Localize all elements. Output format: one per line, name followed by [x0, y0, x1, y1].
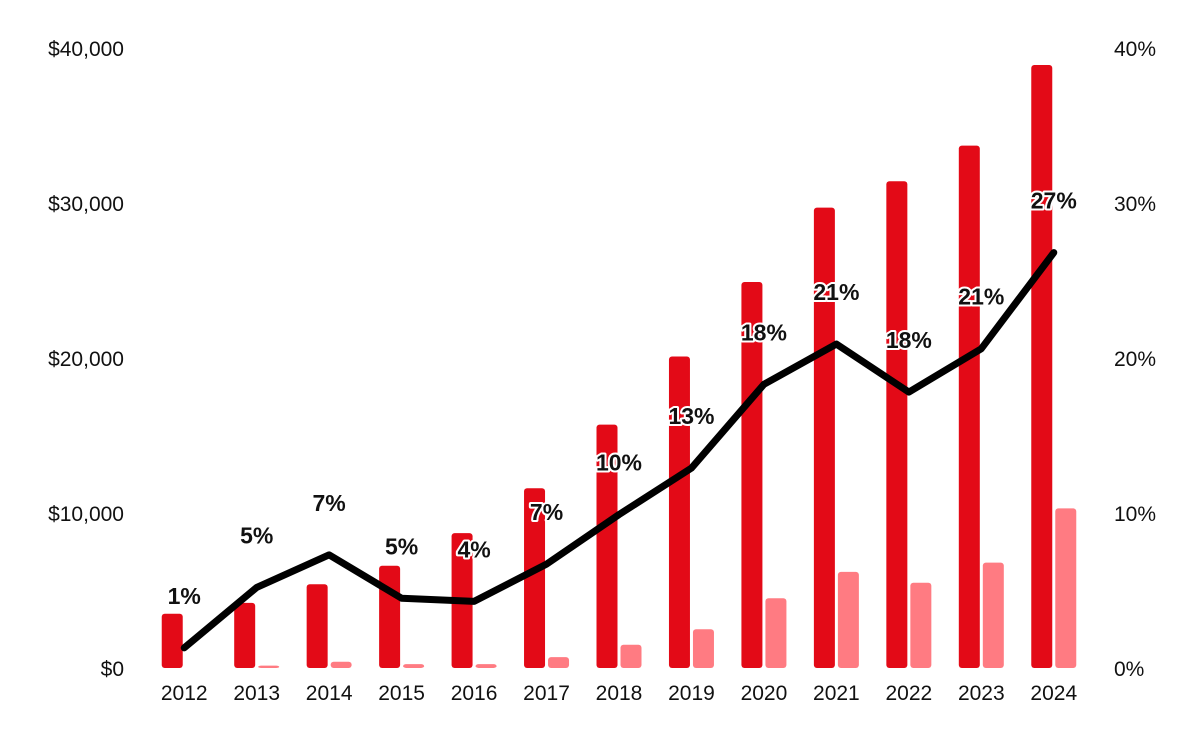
bar-primary-2018	[596, 424, 618, 668]
share-label-2017: 7%	[530, 499, 563, 525]
bar-primary-2022	[886, 181, 908, 669]
bar-secondary-2020	[765, 598, 787, 668]
x-tick-label: 2018	[596, 682, 643, 705]
bar-secondary-2015	[403, 664, 425, 668]
bar-primary-2013	[234, 602, 256, 668]
x-tick-label: 2023	[958, 682, 1005, 705]
x-tick-label: 2019	[668, 682, 715, 705]
bar-secondary-2022	[910, 582, 932, 668]
right-tick-label: 30%	[1114, 193, 1156, 216]
share-label-2012: 1%	[168, 583, 201, 609]
x-tick-label: 2024	[1030, 682, 1077, 705]
left-tick-label: $30,000	[48, 193, 124, 216]
x-tick-label: 2021	[813, 682, 860, 705]
secondary-bar-series	[258, 508, 1077, 668]
share-label-2019: 13%	[668, 403, 714, 429]
share-label-2023: 21%	[958, 284, 1004, 310]
x-tick-label: 2020	[741, 682, 788, 705]
right-tick-label: 10%	[1114, 503, 1156, 526]
left-tick-label: $40,000	[48, 38, 124, 61]
left-y-axis: $0 $10,000 $20,000 $30,000 $40,000	[48, 38, 124, 681]
bar-secondary-2016	[475, 664, 497, 668]
share-label-2013: 5%	[240, 522, 273, 548]
bar-primary-2020	[741, 282, 763, 668]
x-tick-label: 2022	[885, 682, 932, 705]
x-tick-label: 2012	[161, 682, 208, 705]
bar-primary-2017	[524, 488, 546, 668]
bar-primary-2012	[161, 613, 183, 668]
bar-primary-2021	[813, 207, 835, 668]
share-label-2014: 7%	[313, 490, 346, 516]
share-label-2022: 18%	[886, 327, 932, 353]
share-label-2016: 4%	[457, 536, 490, 562]
bar-primary-2015	[379, 565, 401, 668]
share-label-2018: 10%	[596, 450, 642, 476]
left-tick-label: $20,000	[48, 348, 124, 371]
left-tick-label: $0	[101, 658, 124, 681]
bar-primary-2014	[306, 584, 328, 668]
x-tick-label: 2017	[523, 682, 570, 705]
bar-primary-2023	[958, 145, 980, 668]
right-y-axis: 0% 10% 20% 30% 40%	[1114, 38, 1156, 681]
bar-secondary-2021	[837, 571, 859, 668]
bar-secondary-2018	[620, 644, 642, 668]
bar-secondary-2023	[982, 562, 1004, 668]
x-tick-label: 2016	[451, 682, 498, 705]
x-tick-label: 2015	[378, 682, 425, 705]
bar-secondary-2014	[330, 661, 352, 668]
x-axis: 2012 2013 2014 2015 2016 2017 2018 2019 2020 2021…	[161, 682, 1078, 705]
share-data-labels: 1% 5% 7% 5% 4% 7% 10% 13% 18% 21% 18% 21% 27%	[166, 186, 1079, 611]
primary-bar-series	[161, 65, 1053, 669]
share-label-2015: 5%	[385, 533, 418, 559]
share-label-2024: 27%	[1031, 188, 1077, 214]
share-label-2020: 18%	[741, 319, 787, 345]
x-tick-label: 2013	[233, 682, 280, 705]
x-tick-label: 2014	[306, 682, 353, 705]
bar-primary-2024	[1031, 65, 1053, 669]
share-line	[180, 249, 1058, 652]
bar-secondary-2017	[548, 657, 570, 668]
right-tick-label: 40%	[1114, 38, 1156, 61]
share-label-2021: 21%	[813, 279, 859, 305]
left-tick-label: $10,000	[48, 503, 124, 526]
bar-secondary-2024	[1055, 508, 1077, 668]
right-tick-label: 20%	[1114, 348, 1156, 371]
right-tick-label: 0%	[1114, 658, 1144, 681]
share-line-series	[180, 249, 1058, 652]
bar-secondary-2019	[692, 629, 714, 668]
bar-primary-2019	[668, 356, 690, 668]
bar-secondary-2013	[258, 665, 280, 668]
